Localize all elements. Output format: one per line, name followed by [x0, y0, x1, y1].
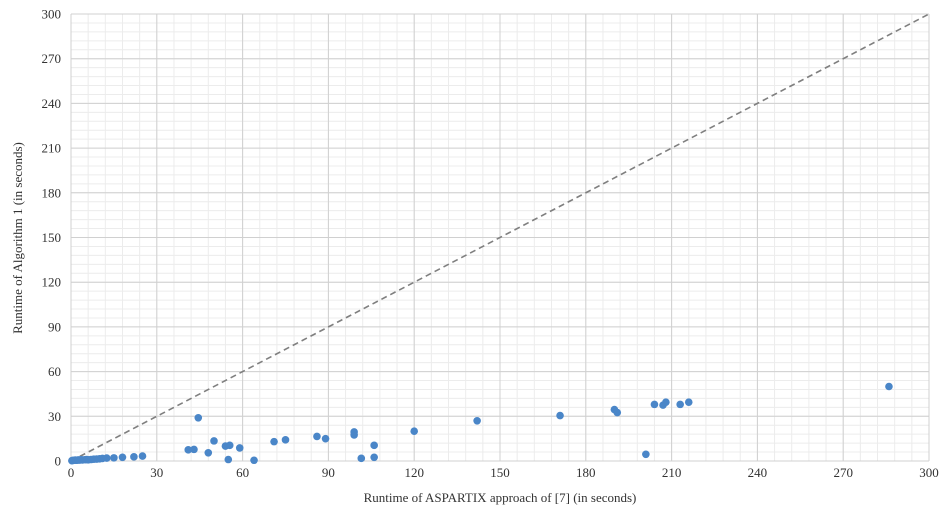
y-tick-label: 270 [42, 51, 62, 66]
y-tick-label: 90 [48, 319, 61, 334]
x-tick-label: 120 [404, 465, 424, 480]
data-point [194, 413, 203, 422]
major-gridlines [70, 13, 930, 462]
y-tick-label: 0 [55, 454, 62, 469]
data-point [313, 432, 321, 441]
data-point [556, 411, 564, 420]
data-point [210, 437, 218, 445]
data-point [270, 437, 278, 446]
data-point [370, 441, 378, 450]
x-tick-label: 270 [833, 465, 853, 480]
data-point [650, 400, 659, 409]
data-point [224, 455, 233, 464]
x-tick-label: 60 [236, 465, 249, 480]
data-point [642, 450, 650, 459]
data-point [250, 456, 258, 465]
data-point [676, 400, 684, 409]
data-point [684, 398, 693, 406]
data-point [102, 454, 111, 462]
x-tick-label: 90 [322, 465, 335, 480]
x-tick-label: 30 [150, 465, 163, 480]
data-point [110, 454, 118, 462]
reference-line-layer [70, 13, 930, 462]
data-point [235, 444, 244, 452]
x-axis-label: Runtime of ASPARTIX approach of [7] (in … [364, 490, 637, 505]
y-tick-label: 210 [42, 141, 62, 156]
x-tick-label: 180 [576, 465, 596, 480]
y-tick-label: 150 [42, 230, 62, 245]
x-axis-tick-labels: 0 30 60 90 120 150 180 210 240 270 300 [68, 465, 939, 480]
data-point [885, 382, 893, 391]
reference-line-y-equals-x [70, 13, 930, 462]
data-point [130, 453, 138, 461]
y-tick-label: 60 [48, 364, 61, 379]
data-point [613, 408, 622, 417]
data-points [68, 382, 893, 465]
data-point [321, 434, 330, 443]
y-axis-label: Runtime of Algorithm 1 (in seconds) [10, 142, 25, 334]
data-point [204, 449, 213, 457]
data-point [138, 452, 147, 460]
data-point [473, 416, 481, 425]
x-tick-label: 0 [68, 465, 75, 480]
y-tick-label: 300 [42, 7, 62, 22]
data-point [184, 446, 193, 454]
y-axis-tick-labels: 0 30 60 90 120 150 180 210 240 270 300 [42, 7, 62, 469]
x-tick-label: 240 [748, 465, 768, 480]
y-tick-label: 180 [42, 185, 62, 200]
data-point [662, 398, 670, 406]
data-point [281, 436, 290, 444]
x-tick-label: 300 [919, 465, 939, 480]
data-point [357, 454, 366, 463]
data-point [350, 428, 358, 436]
data-point [410, 427, 419, 436]
data-point [370, 453, 378, 462]
x-tick-label: 150 [490, 465, 510, 480]
y-tick-label: 120 [42, 275, 62, 290]
data-point [190, 445, 198, 454]
y-tick-label: 240 [42, 96, 62, 111]
x-tick-label: 210 [662, 465, 682, 480]
data-point [118, 453, 127, 462]
data-point [225, 441, 234, 450]
y-tick-label: 30 [48, 409, 61, 424]
